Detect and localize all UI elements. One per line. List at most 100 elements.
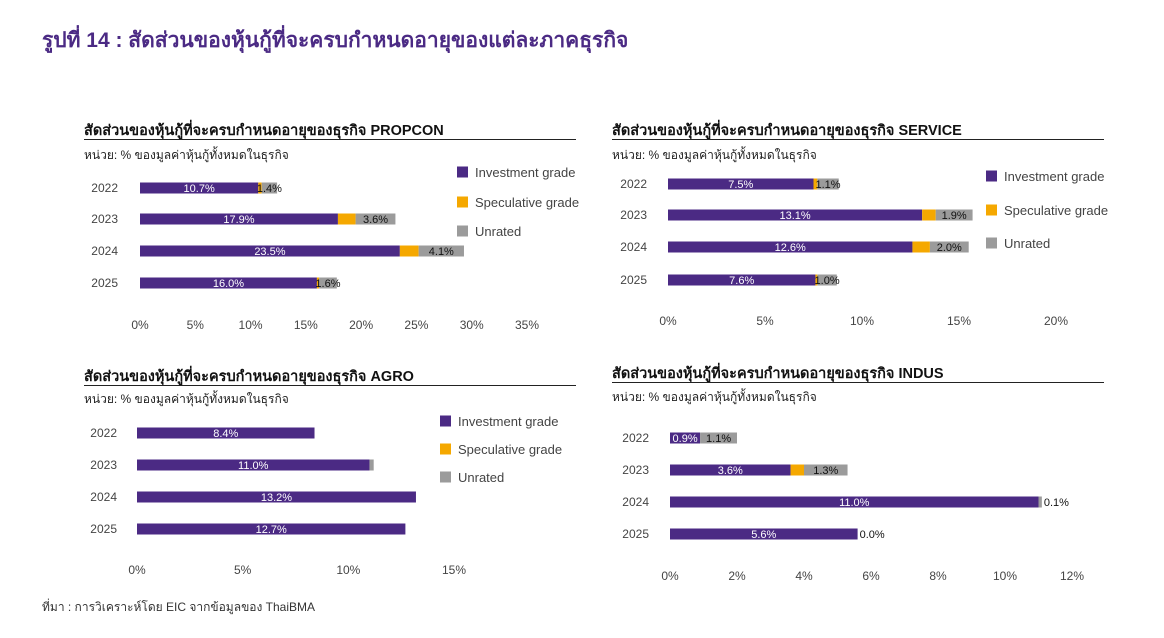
- bar-unrated-2023: [935, 209, 973, 221]
- bar-speculative-2022: [258, 182, 262, 194]
- category-label: 2022: [90, 426, 117, 440]
- bar-speculative-2024: [399, 245, 419, 257]
- legend-label-speculative: Speculative grade: [1004, 203, 1108, 218]
- bar-unrated-2025: [319, 277, 337, 289]
- data-label-investment: 12.6%: [775, 242, 806, 254]
- legend-label-investment: Investment grade: [458, 414, 558, 429]
- bar-investment-2024: [670, 496, 1039, 508]
- panel-title-agro: สัดส่วนของหุ้นกู้ที่จะครบกำหนดอายุของธุร…: [84, 369, 414, 385]
- data-label-investment: 13.2%: [261, 492, 292, 504]
- data-label-unrated: 1.0%: [815, 275, 840, 287]
- bar-investment-2025: [137, 523, 406, 535]
- legend-label-investment: Investment grade: [1004, 169, 1104, 184]
- category-label: 2024: [91, 244, 118, 258]
- legend-label-unrated: Unrated: [475, 224, 521, 239]
- bar-speculative-2025: [815, 274, 818, 286]
- panel-subtitle-service: หน่วย: % ของมูลค่าหุ้นกู้ทั้งหมดในธุรกิจ: [612, 148, 817, 162]
- legend-swatch-speculative: [986, 204, 997, 216]
- x-tick-label: 20%: [349, 318, 373, 332]
- data-label-investment: 0.9%: [673, 433, 698, 445]
- data-label-investment: 13.1%: [779, 210, 810, 222]
- bar-speculative-2025: [316, 277, 320, 289]
- data-label-unrated: 4.1%: [429, 246, 454, 258]
- chart-group-indus: 0% 2% 4% 6% 8% 10% 12% 2022 0.9% 1.1% 2023 3.6% 1.3%…: [622, 431, 1084, 583]
- category-label: 2023: [620, 208, 647, 222]
- bar-unrated-2025: [817, 274, 837, 286]
- panel-title-propcon: สัดส่วนของหุ้นกู้ที่จะครบกำหนดอายุของธุร…: [84, 123, 444, 139]
- bar-investment-2022: [670, 432, 701, 444]
- data-label-investment: 11.0%: [839, 497, 870, 509]
- bar-unrated-2024: [929, 241, 969, 253]
- bar-investment-2025: [140, 277, 317, 289]
- x-tick-label: 2%: [728, 569, 746, 583]
- bar-investment-2022: [137, 427, 315, 439]
- data-label-unrated: 1.3%: [813, 465, 838, 477]
- x-tick-label: 0%: [128, 563, 146, 577]
- x-tick-label: 0%: [659, 314, 677, 328]
- x-tick-label: 15%: [947, 314, 971, 328]
- category-label: 2022: [620, 177, 647, 191]
- data-label-unrated: 1.1%: [816, 179, 841, 191]
- panel-subtitle-propcon: หน่วย: % ของมูลค่าหุ้นกู้ทั้งหมดในธุรกิจ: [84, 148, 289, 162]
- x-tick-label: 30%: [460, 318, 484, 332]
- category-label: 2024: [90, 490, 117, 504]
- data-label-unrated: 1.6%: [315, 278, 340, 290]
- x-tick-label: 5%: [756, 314, 774, 328]
- x-tick-label: 6%: [862, 569, 880, 583]
- panel-rule-propcon: [84, 139, 576, 140]
- data-label-investment: 3.6%: [718, 465, 743, 477]
- legend-swatch-speculative: [440, 443, 451, 455]
- data-label-investment: 12.7%: [256, 524, 287, 536]
- data-label-investment: 17.9%: [223, 214, 254, 226]
- data-label-investment: 7.6%: [729, 275, 754, 287]
- x-tick-label: 15%: [294, 318, 318, 332]
- panel-rule-service: [612, 139, 1104, 140]
- legend-swatch-unrated: [457, 225, 468, 237]
- legend-label-speculative: Speculative grade: [458, 442, 562, 457]
- data-label-investment: 7.5%: [728, 179, 753, 191]
- data-label-investment: 8.4%: [213, 428, 238, 440]
- panel-subtitle-indus: หน่วย: % ของมูลค่าหุ้นกู้ทั้งหมดในธุรกิจ: [612, 390, 817, 404]
- bar-unrated-2022: [817, 178, 839, 190]
- bar-investment-2023: [668, 209, 923, 221]
- category-label: 2024: [620, 240, 647, 254]
- bar-speculative-2023: [790, 464, 804, 476]
- figure-title: รูปที่ 14 : สัดส่วนของหุ้นกู้ที่จะครบกำห…: [42, 29, 629, 52]
- bar-investment-2022: [668, 178, 814, 190]
- bar-speculative-2022: [813, 178, 818, 190]
- data-label-investment: 11.0%: [238, 460, 269, 472]
- bar-speculative-2023: [922, 209, 936, 221]
- x-tick-label: 10%: [239, 318, 263, 332]
- category-label: 2025: [622, 527, 649, 541]
- data-label-unrated: 1.9%: [942, 210, 967, 222]
- bar-investment-2023: [670, 464, 791, 476]
- bar-unrated-2022: [700, 432, 737, 444]
- panel-title-service: สัดส่วนของหุ้นกู้ที่จะครบกำหนดอายุของธุร…: [612, 123, 962, 139]
- legend-label-unrated: Unrated: [458, 470, 504, 485]
- category-label: 2024: [622, 495, 649, 509]
- panel-rule-agro: [84, 385, 576, 386]
- bar-unrated-2023: [369, 459, 374, 471]
- bar-investment-2024: [137, 491, 416, 503]
- x-tick-label: 10%: [850, 314, 874, 328]
- panel-title-indus: สัดส่วนของหุ้นกู้ที่จะครบกำหนดอายุของธุร…: [612, 366, 944, 382]
- data-label-investment: 5.6%: [751, 529, 776, 541]
- category-label: 2022: [622, 431, 649, 445]
- x-tick-label: 0%: [661, 569, 679, 583]
- legend-label-speculative: Speculative grade: [475, 195, 579, 210]
- bar-unrated-2024: [418, 245, 464, 257]
- bar-investment-2022: [140, 182, 259, 194]
- bar-unrated-2022: [261, 182, 278, 194]
- legend-swatch-investment: [986, 170, 997, 182]
- chart-group-agro: 0% 5% 10% 15% 2022 8.4% 2023 11.0% 2024 13.2% 2025…: [90, 414, 562, 577]
- bar-investment-2025: [668, 274, 816, 286]
- legend-swatch-investment: [457, 166, 468, 178]
- x-tick-label: 15%: [442, 563, 466, 577]
- x-tick-label: 25%: [404, 318, 428, 332]
- panel-rule-indus: [612, 382, 1104, 383]
- x-tick-label: 5%: [234, 563, 252, 577]
- x-tick-label: 4%: [795, 569, 813, 583]
- x-tick-label: 20%: [1044, 314, 1068, 328]
- data-label-investment: 23.5%: [254, 246, 285, 258]
